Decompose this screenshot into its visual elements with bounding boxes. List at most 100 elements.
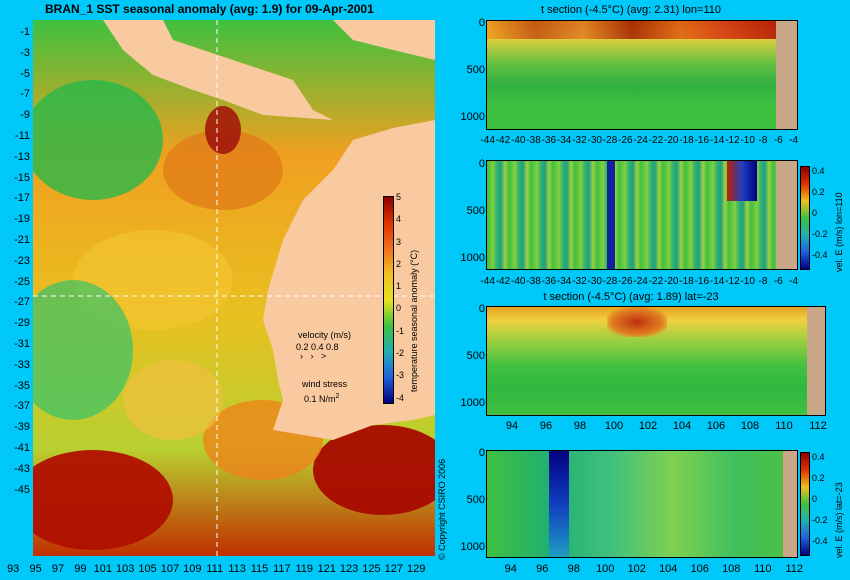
panel-y-tick: 1000 — [460, 397, 485, 409]
panel-x-tick: -36 — [541, 135, 557, 146]
colorbar-tick: -0.4 — [812, 250, 828, 260]
panel-x-tick: 96 — [539, 420, 553, 432]
panel-x-tick: -20 — [663, 135, 679, 146]
panel-x-tick: 98 — [567, 563, 580, 575]
map-y-tick: -43 — [14, 462, 30, 475]
map-y-tick: -27 — [14, 296, 30, 309]
panel-x-tick: -22 — [648, 135, 664, 146]
colorbar-tick: 3 — [396, 236, 402, 247]
colorbar-tick: 0.2 — [812, 473, 825, 483]
map-y-tick: -1 — [20, 26, 30, 38]
panel-2-plot — [486, 160, 798, 270]
panel-y-tick: 0 — [478, 447, 485, 459]
map-y-tick: -23 — [14, 254, 30, 267]
panel-x-tick: -42 — [495, 276, 511, 287]
panel-x-tick: -10 — [740, 135, 755, 146]
panel-x-tick: 102 — [627, 563, 646, 575]
panel-4-plot — [486, 450, 798, 558]
panel-x-tick: -4 — [789, 276, 799, 287]
wind-legend-title: wind stress — [302, 379, 348, 389]
map-x-tick: 97 — [51, 563, 65, 575]
panel-x-tick: -4 — [789, 135, 799, 146]
colorbar-tick: 0 — [396, 303, 402, 314]
velocity-legend-title: velocity (m/s) — [298, 330, 352, 340]
colorbar-tick: 0.4 — [812, 452, 825, 462]
panel-1-title: t section (-4.5°C) (avg: 2.31) lon=110 — [541, 4, 721, 16]
velocity-legend-arrows: › › > — [300, 351, 327, 361]
panel-3-land — [807, 307, 825, 415]
map-y-tick: -39 — [14, 421, 30, 434]
panel-3-x-axis: 94 96 98 100 102 104 106 108 110 112 — [495, 420, 835, 432]
panel-x-tick: 102 — [638, 420, 658, 432]
wind-legend-value-text: 0.1 N/m — [304, 394, 336, 404]
map-x-tick: 99 — [74, 563, 87, 575]
panel-x-tick: 94 — [505, 420, 519, 432]
map-y-tick: -37 — [14, 400, 30, 413]
map-y-tick: -21 — [14, 233, 30, 246]
map-x-tick: 125 — [362, 563, 381, 575]
panel-2-x-axis: -44 -42 -40 -38 -36 -34 -32 -30 -28 -26 … — [480, 276, 801, 287]
panel-2-jet-2 — [727, 161, 757, 201]
panel-x-tick: -12 — [725, 135, 740, 146]
panel-x-tick: -32 — [572, 276, 587, 287]
panel-x-tick: -14 — [709, 135, 725, 146]
map-y-tick: -3 — [20, 46, 30, 59]
panel-x-tick: -44 — [480, 276, 495, 287]
panel-x-tick: -34 — [556, 135, 572, 146]
colorbar-tick: 0.2 — [812, 187, 825, 197]
panel-x-tick: -34 — [556, 276, 572, 287]
panel-x-tick: -26 — [618, 135, 633, 146]
panel-x-tick: 112 — [785, 563, 804, 575]
panel-x-tick: -32 — [572, 135, 587, 146]
map-y-tick: -35 — [14, 379, 30, 392]
panel-x-tick: -18 — [679, 276, 694, 287]
panel-4-y-axis: 0 500 1000 — [455, 447, 485, 557]
panel-x-tick: -8 — [758, 276, 768, 287]
colorbar-tick: 0.4 — [812, 166, 825, 176]
panel-x-tick: 98 — [573, 420, 587, 432]
panel-4-colorbar — [800, 452, 810, 556]
panel-x-tick: 110 — [775, 420, 793, 432]
panel-x-tick: -28 — [602, 276, 618, 287]
map-y-tick: -33 — [14, 358, 30, 371]
panel-x-tick: -24 — [633, 135, 648, 146]
map-y-tick: -13 — [14, 150, 30, 163]
map-x-tick: 101 — [93, 563, 112, 575]
panel-3-title: t section (-4.5°C) (avg: 1.89) lat=-23 — [543, 291, 719, 303]
map-colorbar-label: temperature seasonal anomaly (°C) — [409, 249, 419, 392]
colorbar-tick: -4 — [396, 392, 405, 403]
colorbar-tick: 5 — [396, 192, 402, 202]
map-x-tick: 109 — [183, 563, 202, 575]
map-x-axis: 93 95 97 99 101 103 105 107 109 111 113 … — [2, 563, 442, 575]
panel-y-tick: 1000 — [460, 541, 485, 553]
map-x-tick: 111 — [206, 563, 224, 575]
panel-x-tick: -42 — [495, 135, 511, 146]
colorbar-tick: -0.2 — [812, 229, 828, 239]
panel-x-tick: -28 — [602, 135, 618, 146]
sst-anomaly-map — [33, 20, 435, 556]
panel-x-tick: 100 — [604, 420, 624, 432]
panel-4-jet — [549, 451, 569, 557]
panel-y-tick: 500 — [466, 350, 485, 362]
map-y-tick: -19 — [14, 213, 30, 226]
panel-y-tick: 0 — [478, 303, 485, 315]
wind-legend-value: 0.1 N/m2 — [304, 393, 339, 404]
colorbar-tick: -2 — [396, 348, 405, 359]
colorbar-tick: -1 — [396, 325, 405, 336]
panel-x-tick: -16 — [694, 135, 710, 146]
map-y-tick: -31 — [14, 337, 30, 350]
map-x-tick: 93 — [7, 563, 20, 575]
map-x-tick: 129 — [407, 563, 426, 575]
panel-y-tick: 1000 — [460, 252, 485, 264]
map-x-tick: 95 — [29, 563, 42, 575]
map-y-tick: -5 — [20, 67, 30, 80]
colorbar-tick: 0 — [812, 494, 818, 504]
colorbar-tick: -0.4 — [812, 536, 828, 546]
map-x-tick: 117 — [273, 563, 291, 575]
panel-2-jet-1 — [607, 161, 615, 269]
panel-x-tick: 106 — [706, 420, 726, 432]
panel-x-tick: -38 — [526, 135, 541, 146]
map-y-axis: -1 -3 -5 -7 -9 -11 -13 -15 -17 -19 -21 -… — [0, 26, 30, 504]
panel-1-y-axis: 0 500 1000 — [455, 17, 485, 127]
panel-y-tick: 0 — [478, 158, 485, 170]
